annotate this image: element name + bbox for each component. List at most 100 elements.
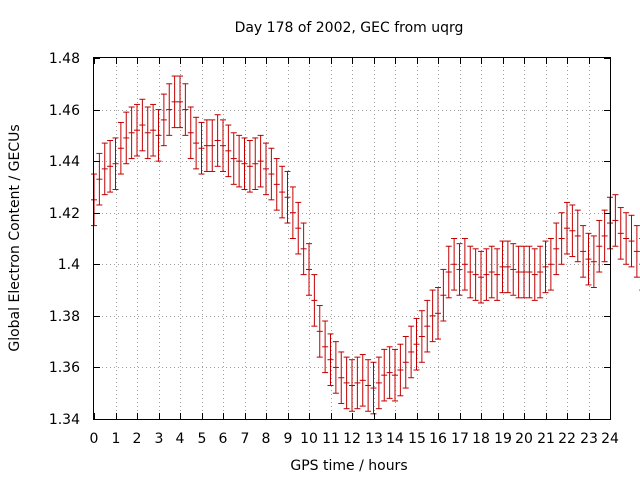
error-bar-point xyxy=(494,248,501,301)
error-bar-point xyxy=(574,209,581,263)
error-bar-point xyxy=(510,243,517,296)
y-tick-labels: 1.34 1.36 1.38 1.4 1.42 1.44 1.46 1.48 xyxy=(49,51,80,428)
error-bar-point xyxy=(198,121,205,175)
y-tick-label: 1.48 xyxy=(49,51,80,67)
error-bar-point xyxy=(193,116,200,170)
error-bar-point xyxy=(526,245,533,299)
x-tick-label: 22 xyxy=(558,431,576,447)
error-bar-point xyxy=(515,245,522,299)
y-tick-label: 1.34 xyxy=(49,412,80,428)
error-bar-point xyxy=(521,245,527,299)
error-bar-point xyxy=(322,320,329,374)
error-bar-point xyxy=(359,354,366,407)
error-bar-point xyxy=(123,111,130,165)
error-bar-point xyxy=(424,299,431,353)
x-tick-label: 17 xyxy=(451,431,469,447)
error-bar-point xyxy=(418,310,425,363)
error-bar-point xyxy=(268,147,275,201)
error-bar-point xyxy=(155,109,162,162)
error-bar-point xyxy=(553,222,560,276)
error-bar-point xyxy=(338,351,345,405)
x-tick-label: 4 xyxy=(176,431,185,447)
error-bar-point xyxy=(182,83,189,136)
error-bar-point xyxy=(112,137,119,191)
x-tick-labels: 0 1 2 3 4 5 6 7 8 9 10 11 12 13 14 15 16 17 18 19 20 21 22 23 24 xyxy=(90,431,619,447)
error-bar-point xyxy=(435,286,441,340)
error-bar-point xyxy=(628,214,635,268)
x-tick-label: 8 xyxy=(262,431,271,447)
x-tick-label: 9 xyxy=(284,431,293,447)
error-bar-point xyxy=(306,243,312,296)
error-bar-point xyxy=(117,121,124,175)
chart-title: Day 178 of 2002, GEC from uqrg xyxy=(235,20,464,36)
x-tick-label: 16 xyxy=(429,431,447,447)
error-bar-point xyxy=(236,134,243,188)
x-tick-label: 12 xyxy=(343,431,361,447)
error-bar-point xyxy=(397,343,404,397)
error-bar-point xyxy=(601,209,608,263)
x-tick-label: 5 xyxy=(198,431,207,447)
error-bar-point xyxy=(295,201,302,255)
x-tick-label: 2 xyxy=(133,431,142,447)
x-tick-label: 13 xyxy=(365,431,383,447)
error-bar-point xyxy=(241,137,248,191)
plot-frame xyxy=(93,57,611,420)
error-bar-point xyxy=(252,137,259,191)
x-tick-label: 23 xyxy=(580,431,598,447)
error-bar-point xyxy=(472,248,479,301)
error-bar-point xyxy=(134,103,140,157)
error-bar-point xyxy=(311,274,318,327)
y-tick-label: 1.38 xyxy=(49,309,80,325)
error-bar-point xyxy=(220,119,226,172)
error-bar-point xyxy=(408,325,415,379)
error-bar-point xyxy=(569,204,576,258)
error-bar-point xyxy=(429,289,436,343)
y-tick-label: 1.4 xyxy=(58,257,80,273)
error-bar-point xyxy=(316,305,323,358)
error-bar-point xyxy=(537,245,544,299)
error-bar-point xyxy=(440,268,447,322)
error-bar-point xyxy=(96,152,103,206)
x-tick-label: 7 xyxy=(241,431,250,447)
x-tick-label: 20 xyxy=(515,431,533,447)
error-bar-point xyxy=(150,103,157,157)
error-bar-point xyxy=(209,119,216,172)
error-bar-point xyxy=(327,333,334,386)
x-tick-label: 15 xyxy=(408,431,426,447)
x-tick-label: 14 xyxy=(386,431,404,447)
error-bar-point xyxy=(617,207,624,260)
error-bar-point xyxy=(349,359,355,412)
x-tick-label: 6 xyxy=(219,431,228,447)
error-bar-point xyxy=(107,140,114,193)
error-bar-point xyxy=(585,232,592,286)
error-bar-point xyxy=(558,212,565,265)
x-tick-label: 1 xyxy=(112,431,121,447)
error-bar-point xyxy=(214,114,221,167)
error-bar-point xyxy=(445,245,452,299)
axis-ticks xyxy=(94,58,611,420)
error-bar-point xyxy=(478,250,484,304)
error-bar-point xyxy=(166,83,173,136)
error-bar-point xyxy=(263,142,269,196)
error-bar-point xyxy=(225,124,232,178)
error-bar-point xyxy=(257,134,264,188)
error-bar-point xyxy=(187,106,194,160)
error-bar-point xyxy=(564,201,570,255)
x-tick-label: 24 xyxy=(601,431,619,447)
error-bar-point xyxy=(160,93,167,147)
error-bar-point xyxy=(590,235,597,288)
x-tick-label: 0 xyxy=(90,431,99,447)
x-tick-label: 18 xyxy=(472,431,490,447)
x-tick-label: 19 xyxy=(494,431,512,447)
x-tick-label: 10 xyxy=(300,431,318,447)
error-bar-point xyxy=(177,75,183,129)
error-bar-point xyxy=(246,140,253,193)
y-tick-label: 1.36 xyxy=(49,360,80,376)
error-bar-point xyxy=(483,248,490,301)
error-bar-point xyxy=(370,361,377,415)
x-axis-label: GPS time / hours xyxy=(290,458,407,474)
error-bar-point xyxy=(230,132,237,185)
error-bar-point xyxy=(413,317,420,371)
error-bar-point xyxy=(456,243,463,296)
